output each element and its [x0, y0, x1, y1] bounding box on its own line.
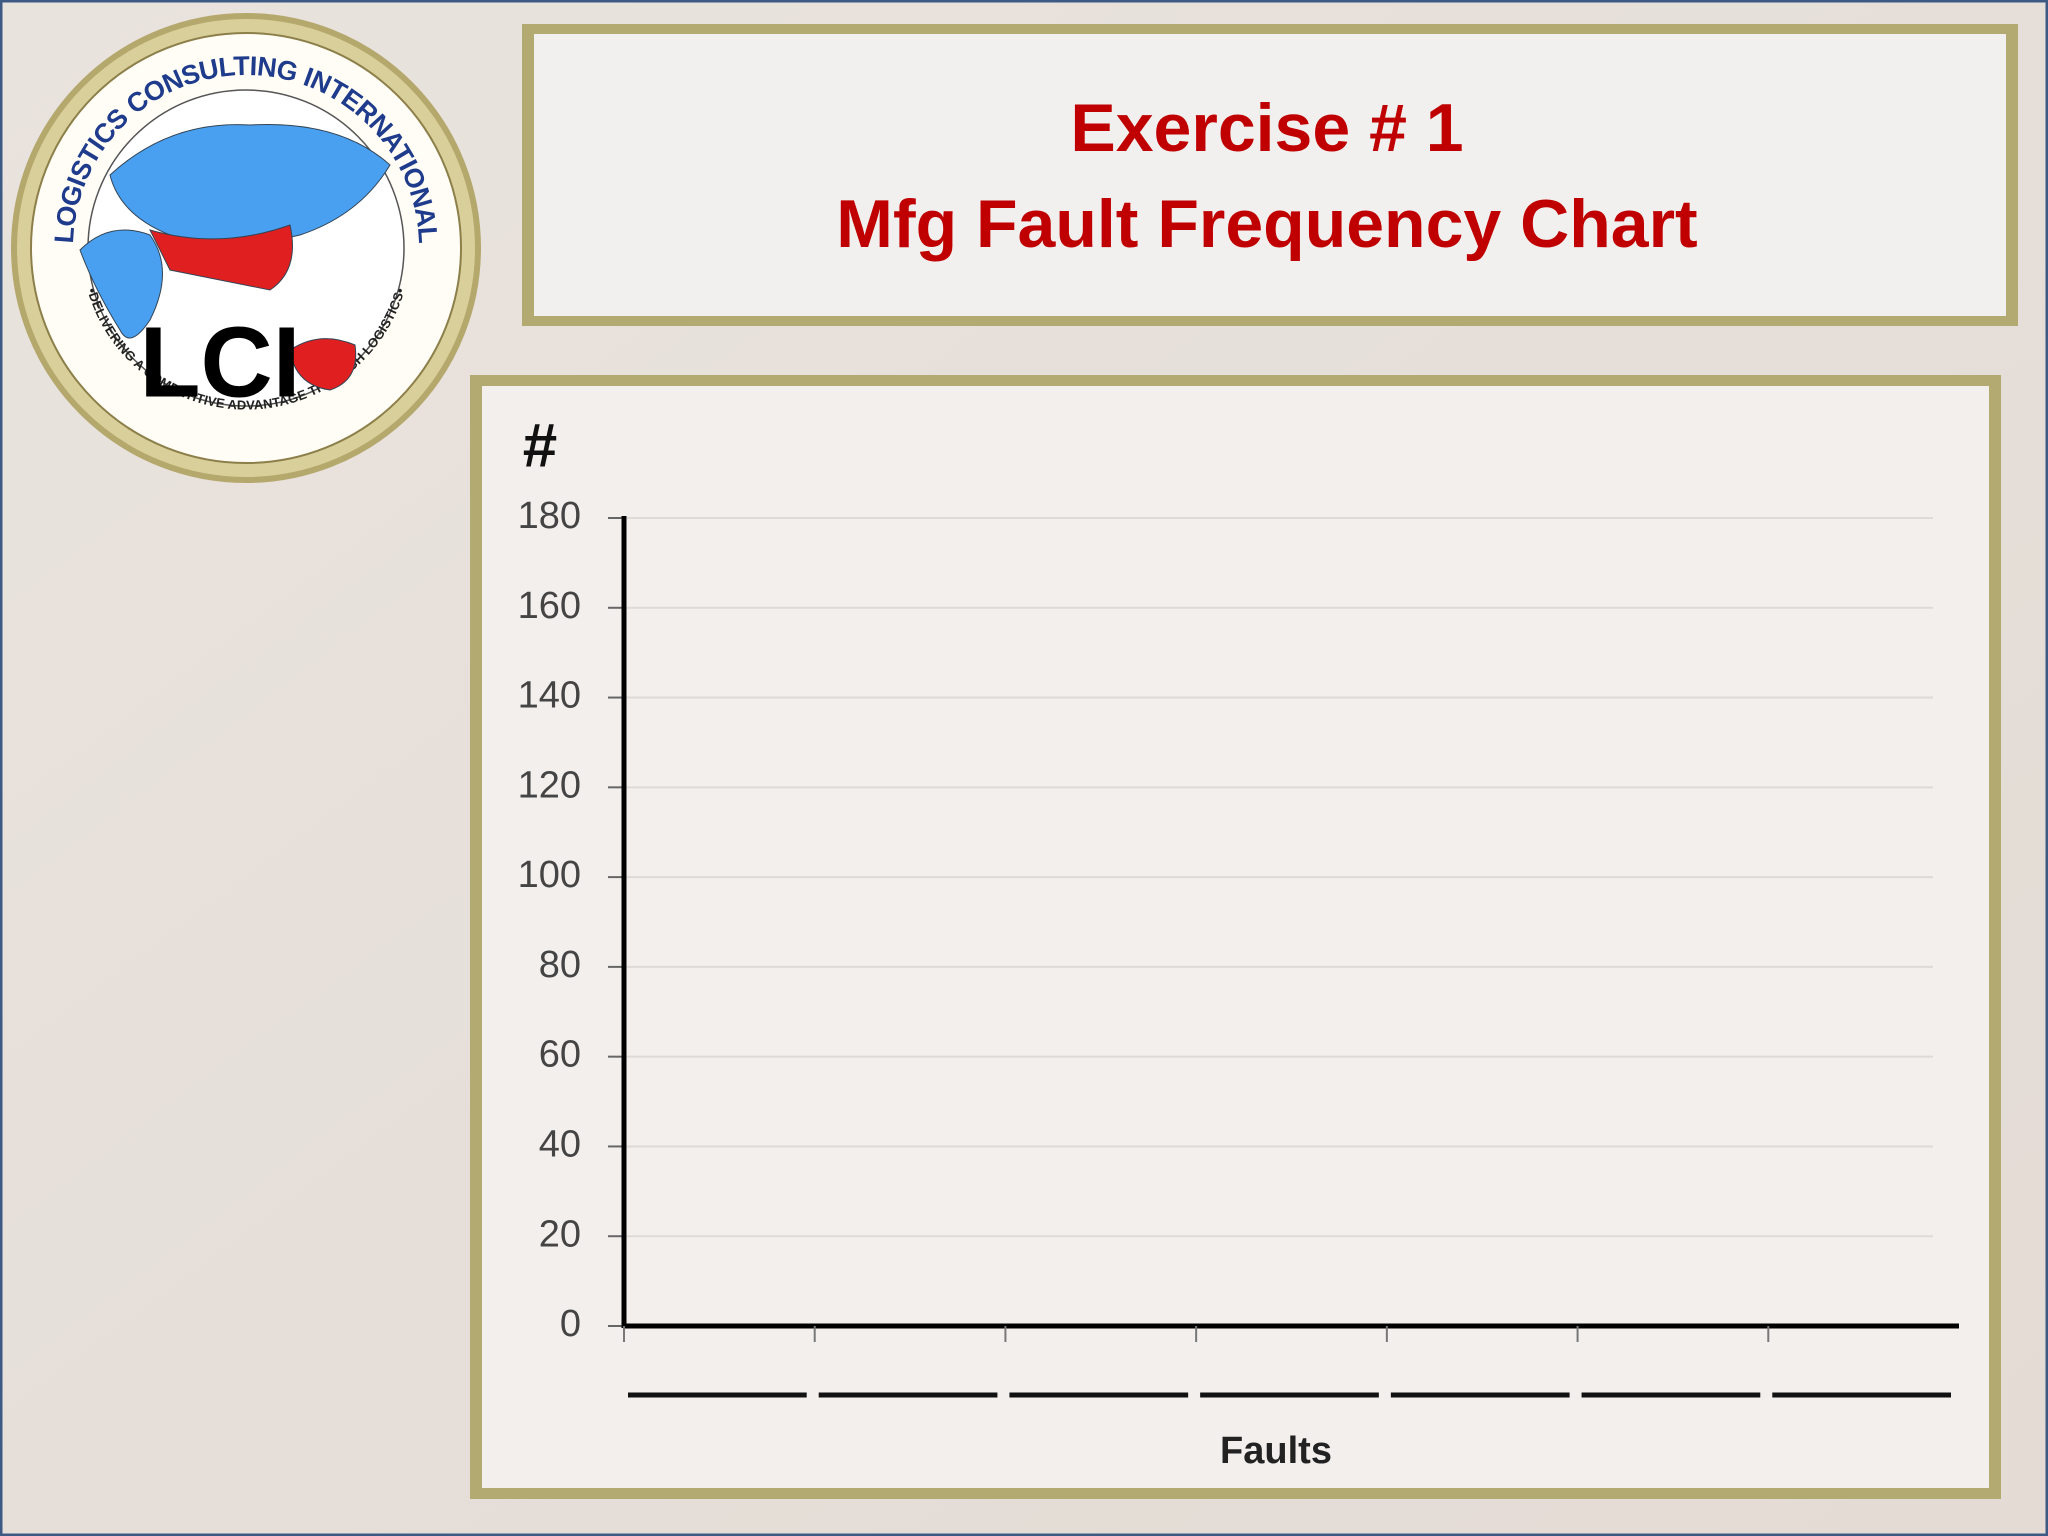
y-tick-label: 80 [539, 944, 581, 986]
y-tick-label: 20 [539, 1213, 581, 1255]
y-tick-label: 40 [539, 1123, 581, 1165]
logo: LOGISTICS CONSULTING INTERNATIONAL •DELI… [11, 13, 481, 483]
y-tick-label: 180 [518, 495, 581, 537]
y-tick-label: 160 [518, 585, 581, 627]
title-panel [534, 34, 2006, 316]
logo-mark: LCI [139, 306, 300, 418]
chart-panel [482, 386, 1989, 1488]
x-axis-label: Faults [1220, 1430, 1332, 1472]
y-tick-label: 60 [539, 1034, 581, 1076]
title-line: Exercise # 1 [1070, 90, 1463, 166]
y-tick-label: 0 [560, 1303, 581, 1345]
y-axis-label: # [523, 411, 557, 480]
y-tick-label: 120 [518, 764, 581, 806]
y-tick-label: 100 [518, 854, 581, 896]
title-line: Mfg Fault Frequency Chart [836, 186, 1697, 262]
y-tick-label: 140 [518, 675, 581, 717]
